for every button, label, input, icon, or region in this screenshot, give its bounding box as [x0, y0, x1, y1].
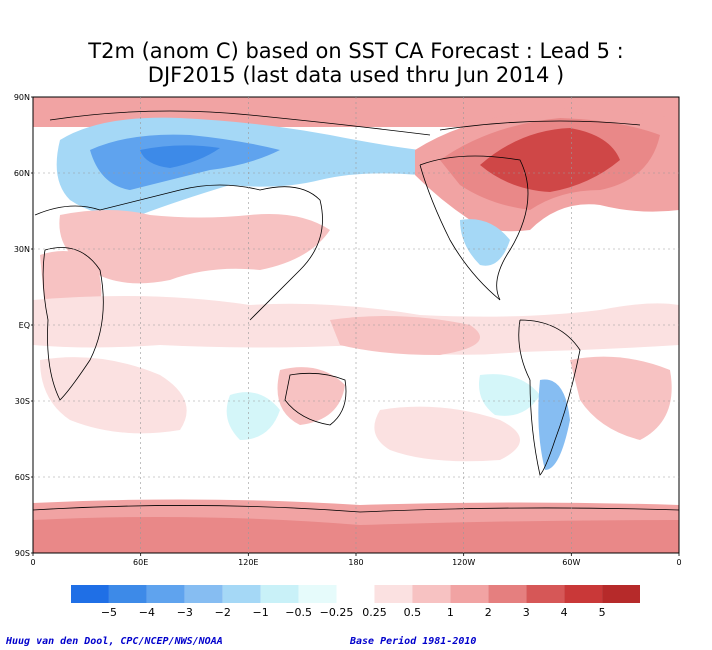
south-america-cool	[538, 379, 570, 470]
colorbar-label: 0.5	[404, 606, 422, 619]
colorbar-label: 2	[485, 606, 492, 619]
colorbar-labels: −5 −4 −3 −2 −1 −0.5 −0.25 0.25 0.5 1 2 3 4 5	[101, 606, 606, 619]
colorbar-swatch	[146, 585, 185, 603]
lon-label: 120E	[238, 558, 258, 567]
lon-label: 0	[30, 558, 35, 567]
credit-author: Huug van den Dool, CPC/NCEP/NWS/NOAA	[6, 636, 223, 647]
colorbar-label: −5	[101, 606, 117, 619]
lon-label: 180	[348, 558, 363, 567]
eurasia-cool-max	[140, 145, 220, 168]
coastlines	[33, 110, 679, 513]
colorbar-swatch	[260, 585, 299, 603]
colorbar-label: 1	[447, 606, 454, 619]
lat-label: 60S	[15, 473, 30, 482]
lat-label: EQ	[19, 321, 30, 330]
colorbar-swatch	[71, 585, 109, 603]
colorbar-label: −0.5	[285, 606, 312, 619]
lon-label: 60W	[562, 558, 580, 567]
colorbar-label: −3	[177, 606, 193, 619]
south-pacific-warm	[374, 406, 520, 462]
colorbar-swatch	[450, 585, 489, 603]
central-pacific-warm	[330, 316, 480, 355]
south-pacific-cool	[479, 374, 540, 416]
south-atlantic-warm	[570, 356, 672, 440]
chart-title-line-1: T2m (anom C) based on SST CA Forecast : …	[88, 39, 624, 63]
antarctic-warm-core	[33, 516, 679, 553]
lat-label: 60N	[14, 169, 30, 178]
colorbar-label: −2	[215, 606, 231, 619]
asia-warm-region	[59, 210, 330, 284]
longitude-labels: 0 60E 120E 180 120W 60W 0	[30, 553, 682, 567]
coastline-eurasia	[34, 184, 323, 321]
colorbar-swatch	[564, 585, 603, 603]
colorbar-swatch	[184, 585, 223, 603]
colorbar-swatch	[374, 585, 413, 603]
gridlines	[33, 97, 679, 553]
coastline-antarctica	[33, 505, 679, 513]
south-indian-cool	[226, 392, 280, 440]
south-atlantic-indian-warm	[40, 357, 187, 434]
colorbar-swatch	[336, 585, 375, 603]
lat-label: 30S	[15, 397, 30, 406]
lat-label: 90N	[14, 93, 30, 102]
colorbar-label: 5	[599, 606, 606, 619]
chart-title-line-2: DJF2015 (last data used thru Jun 2014 )	[147, 63, 565, 87]
credit-base-period: Base Period 1981-2010	[350, 636, 477, 647]
colorbar-label: −0.25	[320, 606, 354, 619]
colorbar-label: −4	[139, 606, 155, 619]
colorbar-swatch	[488, 585, 527, 603]
colorbar-swatch	[412, 585, 451, 603]
lon-label: 60E	[133, 558, 148, 567]
colorbar-swatch	[222, 585, 261, 603]
coastline-africa	[42, 247, 104, 401]
us-southeast-cool	[460, 219, 510, 266]
colorbar-swatch	[602, 585, 640, 603]
australia-warm	[277, 367, 345, 425]
colorbar-label: 0.25	[362, 606, 387, 619]
coastline-south-america	[518, 319, 581, 476]
coastline-arctic-eurasia	[49, 110, 431, 136]
colorbar-label: 3	[523, 606, 530, 619]
colorbar-label: −1	[253, 606, 269, 619]
coastline-north-america	[419, 155, 529, 301]
north-america-warm-max	[480, 128, 620, 192]
lat-label: 30N	[14, 245, 30, 254]
colorbar-swatch	[298, 585, 337, 603]
lat-label: 90S	[15, 549, 30, 558]
lon-label: 120W	[452, 558, 475, 567]
colorbar-swatch	[108, 585, 147, 603]
lon-label: 0	[676, 558, 681, 567]
colorbar-swatch	[526, 585, 565, 603]
colorbar	[71, 585, 640, 603]
coastline-arctic-america	[439, 120, 641, 131]
latitude-labels: 90N 60N 30N EQ 30S 60S 90S	[14, 93, 33, 558]
coastline-australia	[284, 372, 347, 426]
colorbar-label: 4	[561, 606, 568, 619]
